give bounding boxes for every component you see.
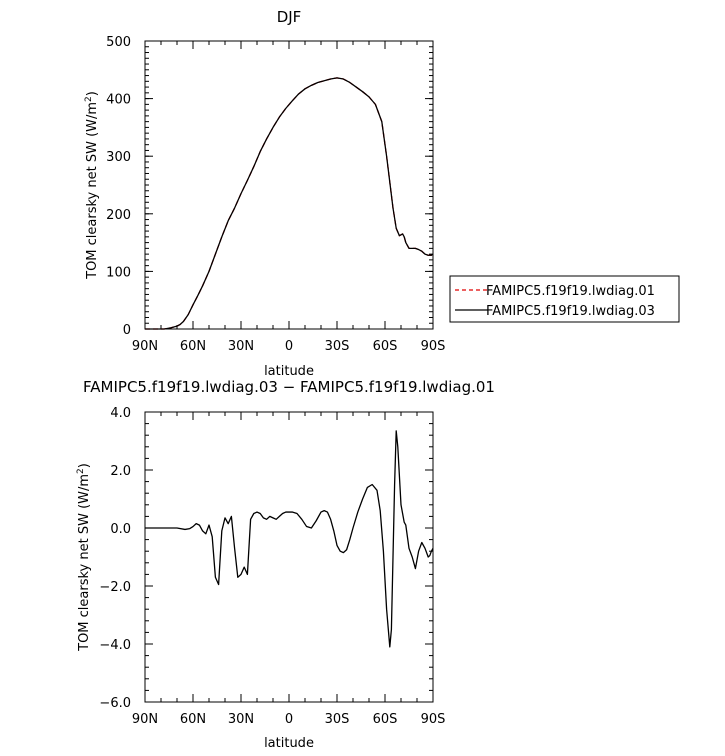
bottom-panel-ticks [144,411,434,703]
top-panel-ylabel-sup: 2 [84,96,94,102]
x-tick-label: 90S [421,712,446,727]
bottom-panel-series [145,430,434,648]
series-line-1 [145,77,434,330]
top-panel-plot-frame [144,40,434,330]
top-panel-xlabel: latitude [264,364,314,379]
legend: FAMIPC5.f19f19.lwdiag.01 FAMIPC5.f19f19.… [449,275,680,323]
bottom-panel-title: FAMIPC5.f19f19.lwdiag.03 − FAMIPC5.f19f1… [83,378,495,396]
x-tick-label: 30N [228,339,254,354]
legend-box [449,275,680,323]
x-tick-label: 30S [325,339,350,354]
y-tick-label: 4.0 [110,406,131,421]
bottom-panel: FAMIPC5.f19f19.lwdiag.03 − FAMIPC5.f19f1… [76,378,495,751]
y-tick-label: −4.0 [99,638,131,653]
bottom-panel-xlabel: latitude [264,736,314,751]
x-tick-label: 60S [373,712,398,727]
bottom-panel-ylabel-end: ) [77,463,92,468]
y-tick-label: 300 [106,150,131,165]
x-tick-label: 90S [421,339,446,354]
x-tick-label: 90N [132,712,158,727]
y-tick-label: 0 [123,323,131,338]
x-tick-label: 30N [228,712,254,727]
legend-label-series-2: FAMIPC5.f19f19.lwdiag.03 [486,304,655,319]
bottom-panel-tick-labels: 90N 60N 30N 0 30S 60S 90S 4.0 2.0 0.0 −2.0 −4.0 −6.0 [99,406,445,727]
y-tick-label: 400 [106,93,131,108]
y-tick-label: 0.0 [110,522,131,537]
x-tick-label: 90N [132,339,158,354]
bottom-panel-plot-frame [144,411,434,703]
x-tick-label: 60N [180,712,206,727]
y-tick-label: 100 [106,265,131,280]
top-panel-ylabel-main: TOM clearsky net SW (W/m [85,102,100,280]
x-tick-label: 60N [180,339,206,354]
y-tick-label: 200 [106,208,131,223]
top-panel-ylabel: TOM clearsky net SW (W/m2) [84,91,100,280]
x-tick-label: 30S [325,712,350,727]
y-tick-label: 500 [106,35,131,50]
top-panel-title: DJF [277,8,302,26]
y-tick-label: −6.0 [99,696,131,711]
y-tick-label: 2.0 [110,464,131,479]
legend-label-series-1: FAMIPC5.f19f19.lwdiag.01 [486,284,655,299]
bottom-panel-ylabel-main: TOM clearsky net SW (W/m [77,474,92,652]
bottom-panel-ylabel: TOM clearsky net SW (W/m2) [76,463,92,652]
series-line-1 [145,430,434,648]
top-panel-series [145,77,434,330]
y-tick-label: −2.0 [99,580,131,595]
top-panel-tick-labels: 90N 60N 30N 0 30S 60S 90S 0 100 200 300 400 500 [106,35,445,354]
x-tick-label: 0 [285,712,293,727]
bottom-panel-ylabel-sup: 2 [76,468,86,474]
series-line-2 [145,77,434,330]
top-panel: DJF 90N 60N 30N 0 30S 60S 90S0100200300400500 … [84,8,680,379]
x-tick-label: 0 [285,339,293,354]
x-tick-label: 60S [373,339,398,354]
top-panel-ylabel-end: ) [85,91,100,96]
